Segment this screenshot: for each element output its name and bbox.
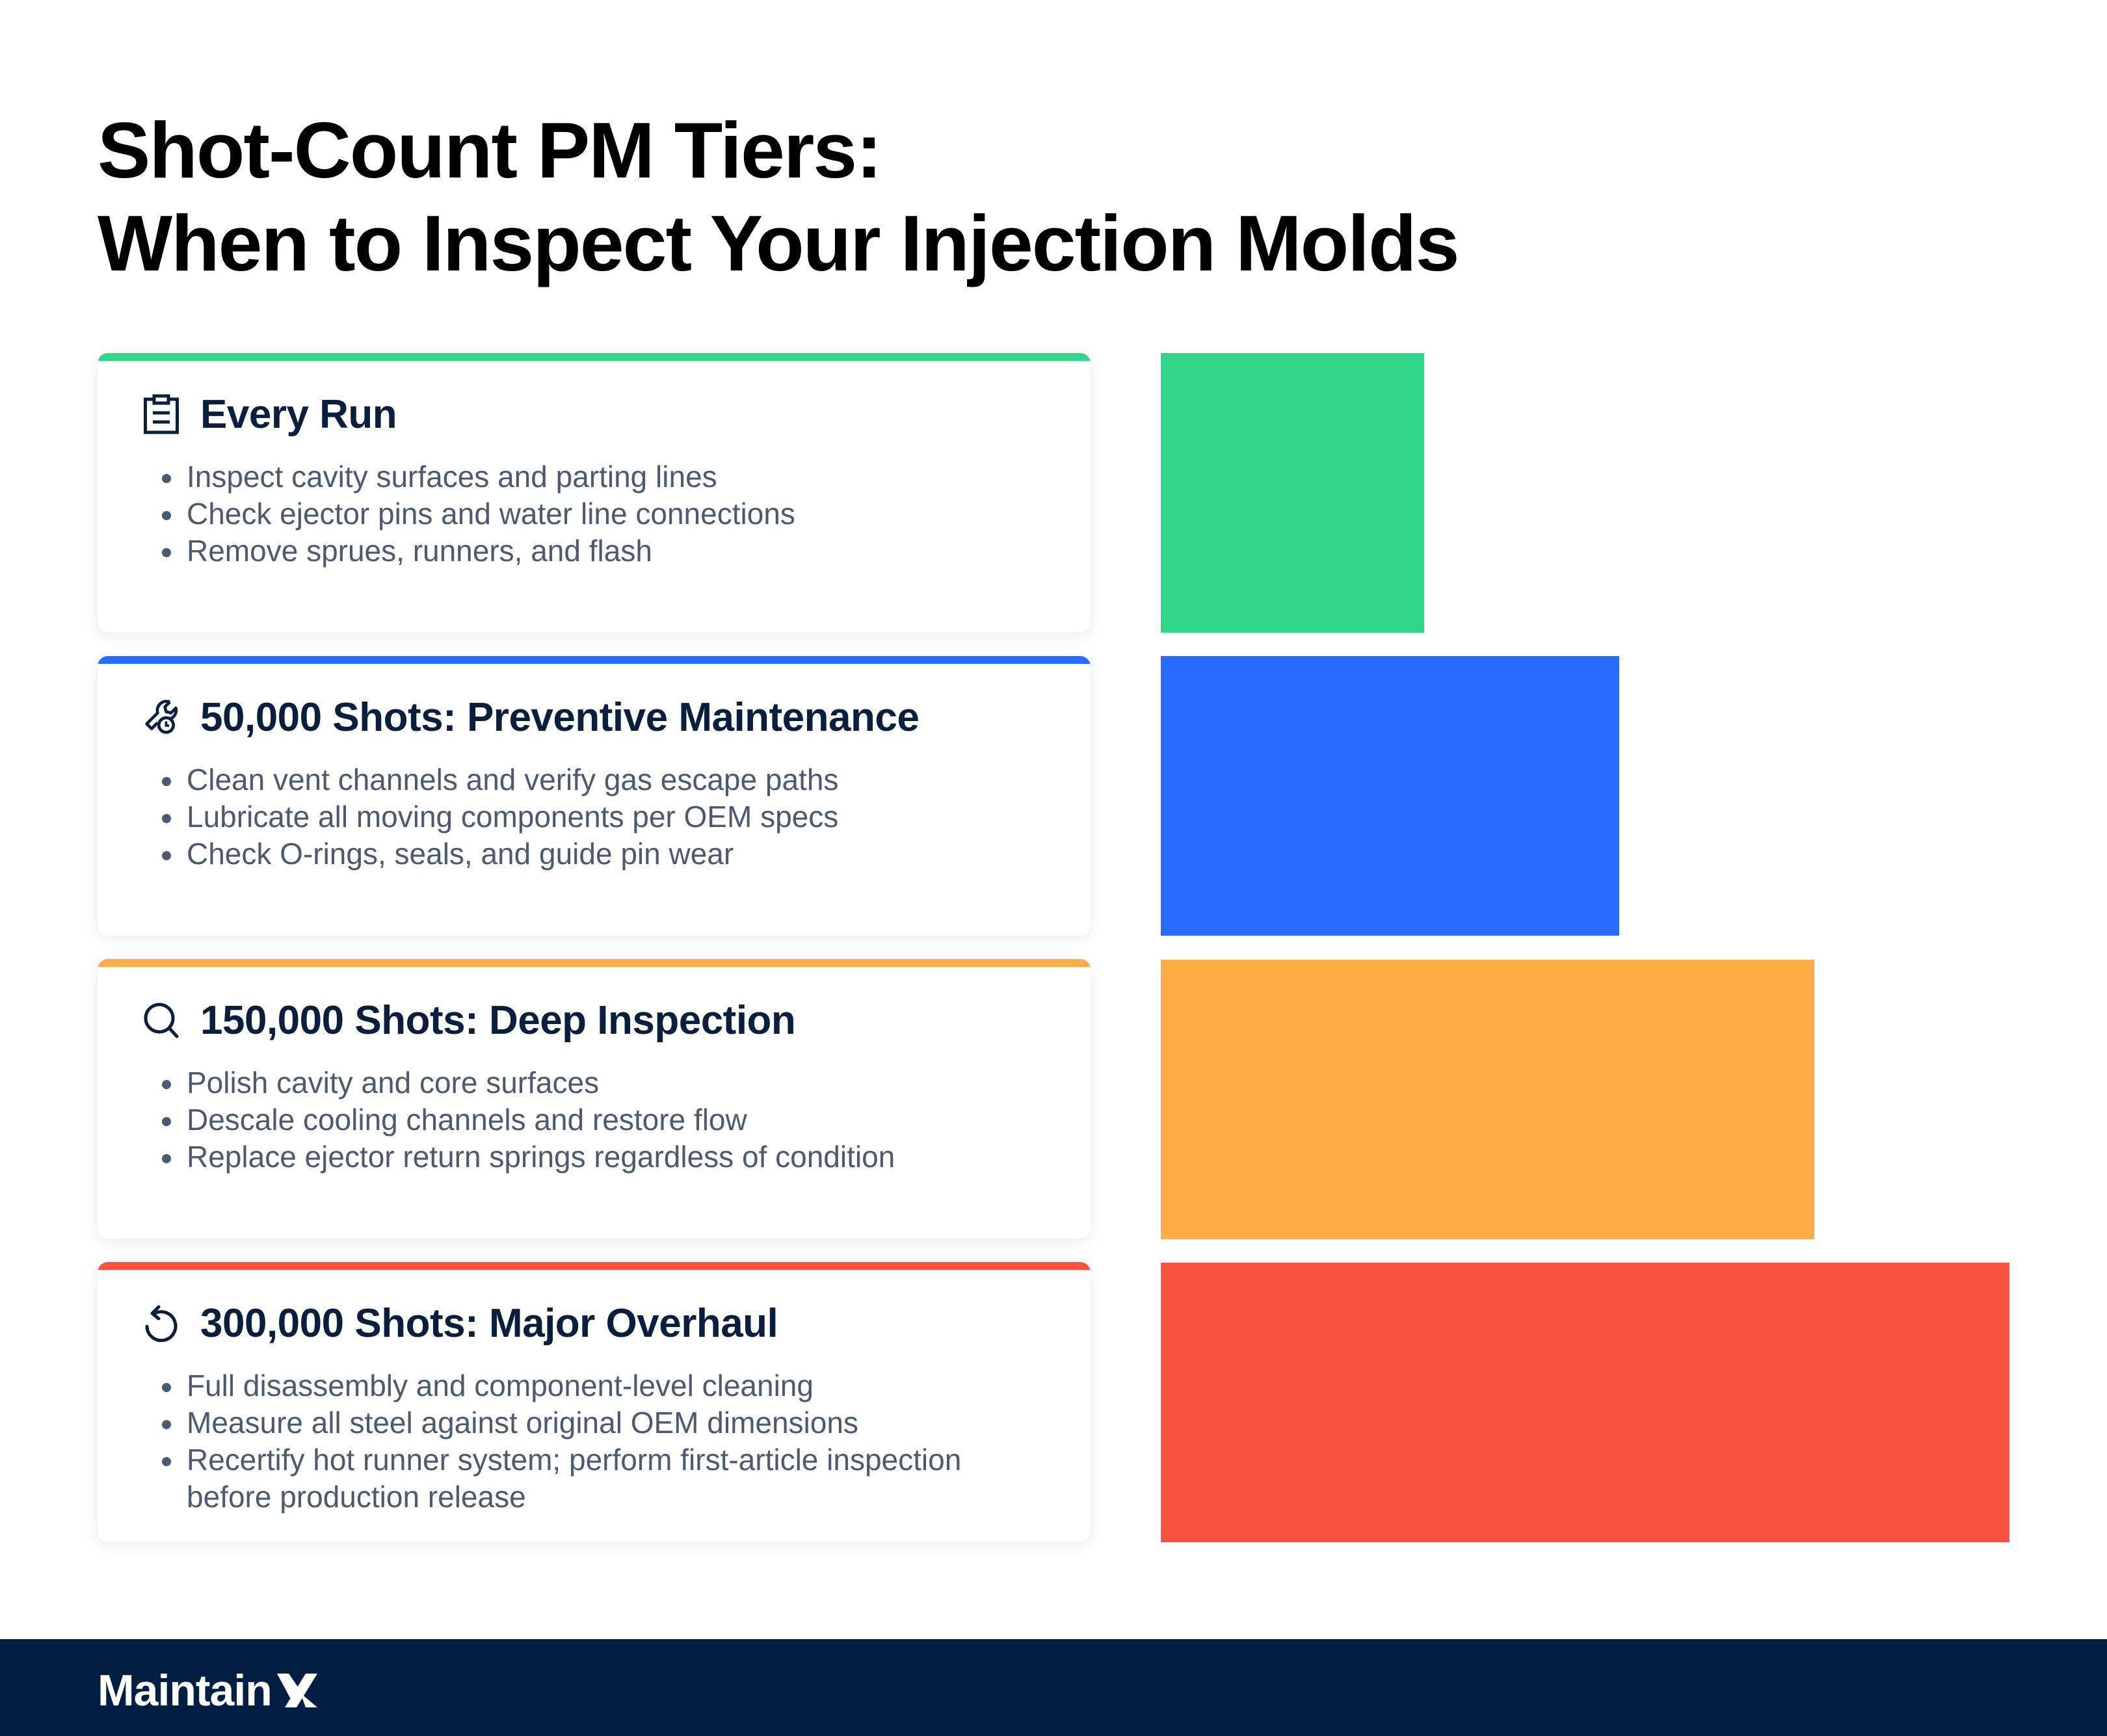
tier-heading: 150,000 Shots: Deep Inspection <box>200 997 796 1043</box>
tier-bar-50000-shots <box>1161 656 1619 936</box>
list-item: Polish cavity and core surfaces <box>162 1064 1045 1101</box>
tier-bar-150000-shots <box>1161 960 1814 1239</box>
list-item: Measure all steel against original OEM d… <box>162 1404 1045 1441</box>
tier-bullet-list: Inspect cavity surfaces and parting line… <box>155 458 1045 570</box>
page-title: Shot-Count PM Tiers: When to Inspect You… <box>98 104 1459 290</box>
list-item: Recertify hot runner system; perform fir… <box>162 1441 1045 1516</box>
tier-header: Every Run <box>143 391 397 438</box>
tier-bar-every-run <box>1161 353 1424 633</box>
list-item: Descale cooling channels and restore flo… <box>162 1101 1045 1138</box>
page-title-line-2: When to Inspect Your Injection Molds <box>98 199 1459 287</box>
tier-heading: 50,000 Shots: Preventive Maintenance <box>200 694 920 740</box>
tier-card-every-run: Every Run Inspect cavity surfaces and pa… <box>98 353 1091 633</box>
wrench-clock-icon <box>143 696 179 738</box>
list-item: Check ejector pins and water line connec… <box>162 495 1045 533</box>
tier-bullet-list: Polish cavity and core surfaces Descale … <box>155 1064 1045 1176</box>
clipboard-icon <box>143 393 179 435</box>
restore-icon <box>143 1302 179 1344</box>
page-title-line-1: Shot-Count PM Tiers: <box>98 106 882 194</box>
tier-bar-300000-shots <box>1161 1263 2009 1542</box>
list-item: Lubricate all moving components per OEM … <box>162 798 1045 835</box>
list-item: Clean vent channels and verify gas escap… <box>162 761 1045 798</box>
list-item: Full disassembly and component-level cle… <box>162 1367 1045 1404</box>
tier-header: 300,000 Shots: Major Overhaul <box>143 1300 778 1347</box>
tier-color-bar <box>98 959 1091 967</box>
tier-card-50000-shots: 50,000 Shots: Preventive Maintenance Cle… <box>98 656 1091 936</box>
tier-header: 50,000 Shots: Preventive Maintenance <box>143 694 920 741</box>
tier-bullet-list: Clean vent channels and verify gas escap… <box>155 761 1045 873</box>
brand-logo: Maintain <box>98 1665 317 1716</box>
tier-header: 150,000 Shots: Deep Inspection <box>143 997 796 1044</box>
list-item: Check O-rings, seals, and guide pin wear <box>162 835 1045 873</box>
list-item: Inspect cavity surfaces and parting line… <box>162 458 1045 495</box>
magnifier-icon <box>143 999 179 1041</box>
tier-bullet-list: Full disassembly and component-level cle… <box>155 1367 1045 1516</box>
tier-heading: 300,000 Shots: Major Overhaul <box>200 1300 778 1346</box>
tier-color-bar <box>98 656 1091 664</box>
tier-card-300000-shots: 300,000 Shots: Major Overhaul Full disas… <box>98 1262 1091 1542</box>
footer: Maintain <box>0 1639 2107 1736</box>
brand-wordmark: Maintain <box>98 1666 272 1715</box>
brand-x-mark-icon <box>276 1674 317 1707</box>
list-item: Remove sprues, runners, and flash <box>162 533 1045 570</box>
tier-color-bar <box>98 353 1091 361</box>
tier-card-150000-shots: 150,000 Shots: Deep Inspection Polish ca… <box>98 959 1091 1239</box>
tier-heading: Every Run <box>200 391 397 437</box>
list-item: Replace ejector return springs regardles… <box>162 1138 1045 1176</box>
tier-color-bar <box>98 1262 1091 1270</box>
